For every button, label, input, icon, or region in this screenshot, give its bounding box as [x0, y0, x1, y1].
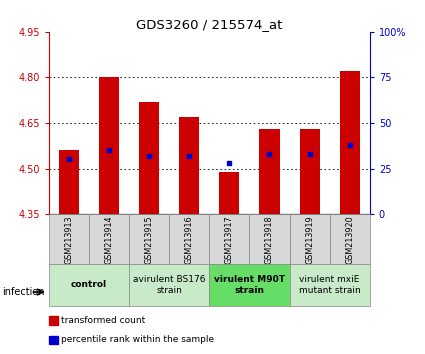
- Title: GDS3260 / 215574_at: GDS3260 / 215574_at: [136, 18, 283, 31]
- Bar: [139, 102, 159, 214]
- Bar: [330, 214, 370, 264]
- Bar: [49, 264, 129, 306]
- Bar: [129, 214, 169, 264]
- Text: GSM213919: GSM213919: [305, 216, 314, 264]
- Text: GSM213917: GSM213917: [225, 216, 234, 264]
- Bar: [59, 150, 79, 214]
- Bar: [249, 214, 289, 264]
- Text: GSM213920: GSM213920: [345, 216, 354, 264]
- Text: avirulent BS176
strain: avirulent BS176 strain: [133, 275, 205, 295]
- Bar: [49, 214, 89, 264]
- Text: percentile rank within the sample: percentile rank within the sample: [61, 335, 214, 344]
- Point: [306, 151, 313, 157]
- Text: virulent M90T
strain: virulent M90T strain: [214, 275, 285, 295]
- Text: GSM213913: GSM213913: [65, 216, 74, 264]
- Bar: [209, 214, 249, 264]
- Point: [106, 148, 113, 153]
- Bar: [259, 129, 280, 214]
- Bar: [340, 72, 360, 214]
- Bar: [289, 264, 370, 306]
- Text: transformed count: transformed count: [61, 316, 145, 325]
- Point: [346, 142, 353, 148]
- Bar: [169, 214, 209, 264]
- Bar: [209, 264, 289, 306]
- Point: [226, 160, 233, 166]
- Text: GSM213915: GSM213915: [144, 216, 154, 264]
- Text: GSM213918: GSM213918: [265, 216, 274, 264]
- Bar: [289, 214, 330, 264]
- Point: [266, 151, 273, 157]
- Text: control: control: [71, 280, 107, 290]
- Text: infection: infection: [2, 287, 45, 297]
- Bar: [129, 264, 209, 306]
- Bar: [179, 117, 199, 214]
- Text: GSM213914: GSM213914: [105, 216, 113, 264]
- Text: GSM213916: GSM213916: [185, 216, 194, 264]
- Bar: [219, 172, 239, 214]
- Bar: [89, 214, 129, 264]
- Point: [146, 153, 153, 159]
- Text: virulent mxiE
mutant strain: virulent mxiE mutant strain: [299, 275, 360, 295]
- Point: [186, 153, 193, 159]
- Bar: [99, 78, 119, 214]
- Point: [65, 156, 72, 162]
- Bar: [300, 129, 320, 214]
